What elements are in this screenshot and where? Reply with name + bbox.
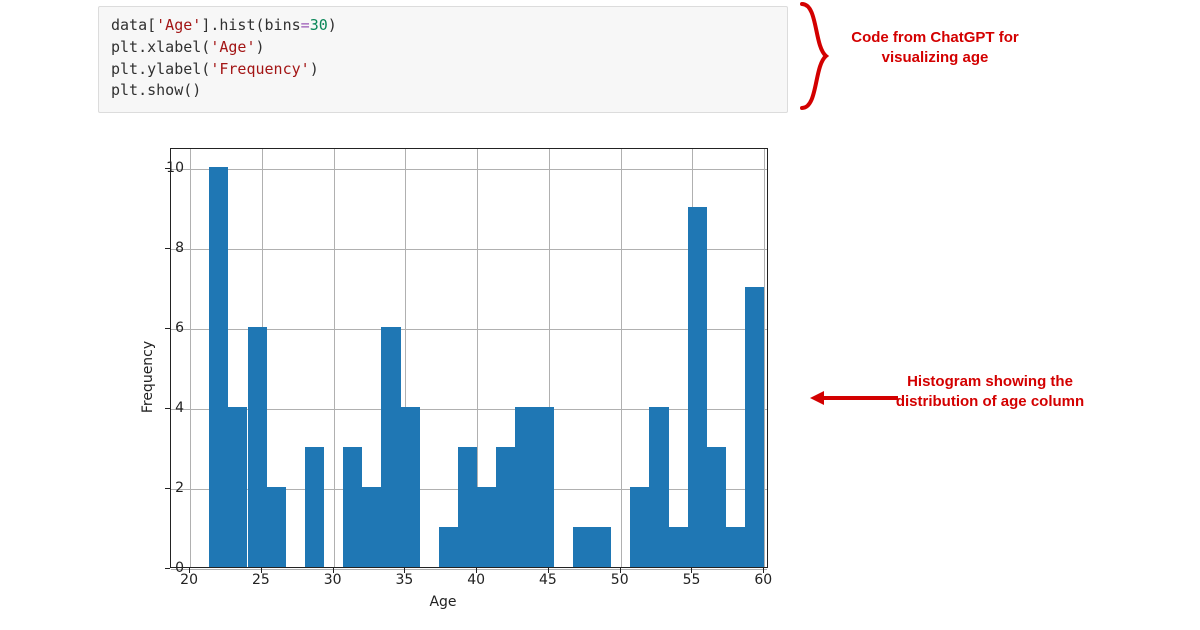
histogram-bar <box>496 447 515 567</box>
code-text: plt.ylabel( <box>111 60 210 78</box>
histogram-bar <box>592 527 611 567</box>
x-tick-label: 40 <box>461 572 491 588</box>
histogram-bar <box>745 287 764 567</box>
code-text: plt.xlabel( <box>111 38 210 56</box>
x-axis-label: Age <box>98 594 788 610</box>
x-tick-label: 45 <box>533 572 563 588</box>
histogram-bar <box>649 407 668 567</box>
x-tick-label: 25 <box>246 572 276 588</box>
histogram-bar <box>535 407 554 567</box>
code-text: ) <box>310 60 319 78</box>
histogram-bar <box>630 487 649 567</box>
code-string: 'Age' <box>156 16 201 34</box>
histogram-bar <box>343 447 362 567</box>
annotation-code: Code from ChatGPT for visualizing age <box>840 28 1030 69</box>
gridline-horizontal <box>171 249 767 250</box>
y-tick-label: 8 <box>160 240 184 256</box>
code-text: ) <box>328 16 337 34</box>
y-tick-label: 4 <box>160 400 184 416</box>
y-axis-label: Frequency <box>140 341 156 413</box>
code-operator: = <box>301 16 310 34</box>
x-tick-label: 35 <box>389 572 419 588</box>
histogram-bar <box>458 447 477 567</box>
histogram-bar <box>477 487 496 567</box>
x-tick-label: 60 <box>748 572 778 588</box>
y-tick-label: 2 <box>160 480 184 496</box>
histogram-bar <box>439 527 458 567</box>
gridline-vertical <box>190 149 191 567</box>
code-text: data[ <box>111 16 156 34</box>
code-number: 30 <box>310 16 328 34</box>
code-string: 'Age' <box>210 38 255 56</box>
plot-area <box>170 148 768 568</box>
gridline-vertical <box>621 149 622 567</box>
gridline-horizontal <box>171 169 767 170</box>
histogram-bar <box>401 407 420 567</box>
histogram-bar <box>362 487 381 567</box>
gridline-vertical <box>764 149 765 567</box>
x-tick-label: 50 <box>605 572 635 588</box>
histogram-bar <box>381 327 400 567</box>
code-text: ].hist(bins <box>201 16 300 34</box>
histogram-bar <box>209 167 228 567</box>
y-tick-label: 10 <box>160 160 184 176</box>
code-text: plt.show() <box>111 81 201 99</box>
histogram-bar <box>726 527 745 567</box>
histogram-bar <box>248 327 267 567</box>
code-string: 'Frequency' <box>210 60 309 78</box>
histogram-bar <box>688 207 707 567</box>
y-tick-label: 6 <box>160 320 184 336</box>
code-snippet: data['Age'].hist(bins=30) plt.xlabel('Ag… <box>98 6 788 113</box>
x-tick-label: 30 <box>318 572 348 588</box>
histogram-bar <box>707 447 726 567</box>
x-tick-label: 55 <box>676 572 706 588</box>
histogram-chart: Frequency Age 2025303540455055600246810 <box>98 138 788 616</box>
histogram-bar <box>267 487 286 567</box>
histogram-bar <box>669 527 688 567</box>
code-text: ) <box>256 38 265 56</box>
annotation-histogram: Histogram showing the distribution of ag… <box>895 372 1085 413</box>
brace-icon <box>796 0 840 116</box>
histogram-bar <box>305 447 324 567</box>
histogram-bar <box>515 407 534 567</box>
gridline-vertical <box>334 149 335 567</box>
histogram-bar <box>228 407 247 567</box>
y-tick-label: 0 <box>160 560 184 576</box>
histogram-bar <box>573 527 592 567</box>
arrow-left-icon <box>810 388 900 408</box>
